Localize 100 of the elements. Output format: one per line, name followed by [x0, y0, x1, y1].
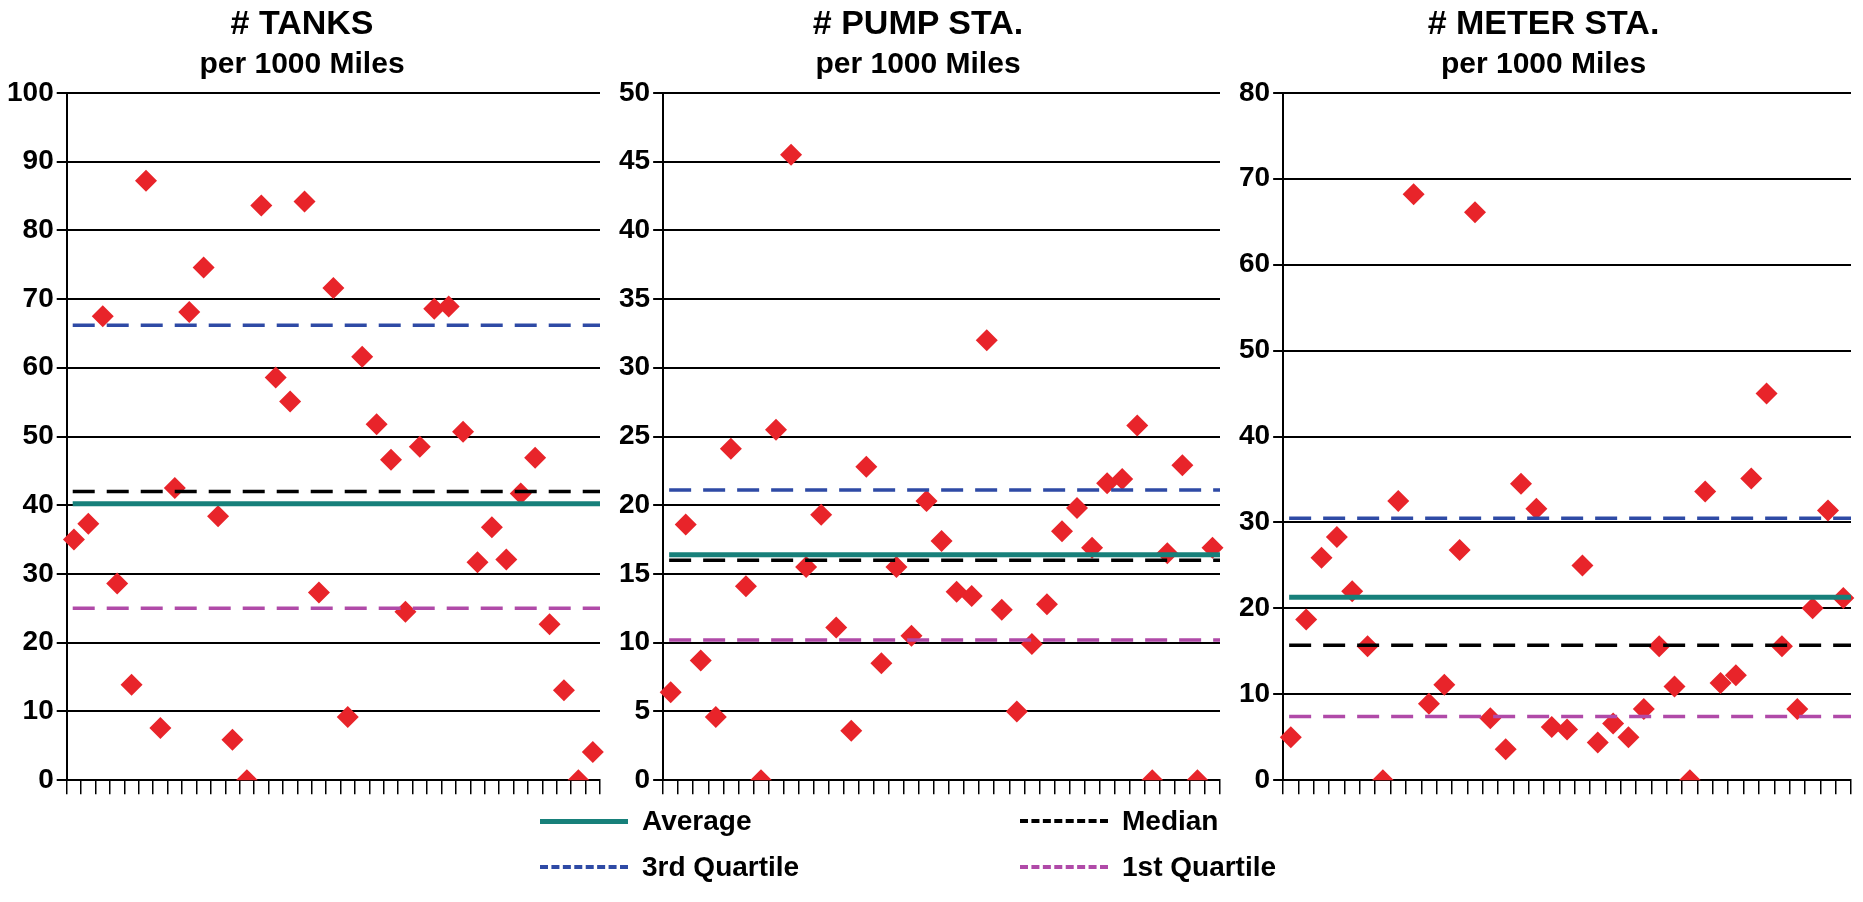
point — [62, 528, 85, 551]
point — [480, 516, 503, 539]
y-tick-label: 45 — [618, 144, 651, 176]
point — [1387, 489, 1410, 512]
y-tick-label: 70 — [22, 281, 54, 313]
point — [552, 679, 575, 702]
point — [1663, 675, 1686, 698]
legend-label: Average — [642, 805, 752, 837]
y-tick-label: 20 — [618, 487, 651, 519]
chart-subtitle: per 1000 Miles — [199, 46, 405, 80]
point — [134, 169, 157, 192]
point — [689, 649, 712, 672]
point — [1448, 538, 1471, 561]
y-tick-label: 30 — [22, 556, 54, 588]
point — [1816, 499, 1839, 522]
y-tick-label: 40 — [1238, 419, 1271, 451]
point — [307, 581, 330, 604]
point — [437, 295, 460, 318]
point — [322, 277, 345, 300]
point — [960, 584, 983, 607]
y-tick-label: 40 — [22, 487, 54, 519]
point — [1463, 201, 1486, 224]
point — [77, 512, 100, 535]
point — [1126, 414, 1149, 437]
point — [163, 477, 186, 500]
legend-label: 1st Quartile — [1122, 851, 1277, 883]
chart-subtitle: per 1000 Miles — [815, 46, 1021, 80]
point — [840, 719, 863, 742]
y-tick-label: 40 — [618, 213, 651, 244]
point — [1433, 673, 1456, 696]
y-tick-label: 100 — [7, 75, 54, 107]
point — [178, 301, 201, 324]
point — [1786, 697, 1809, 720]
point — [495, 548, 518, 571]
y-tick-label: 30 — [618, 350, 651, 382]
chart-title: # TANKS — [230, 2, 374, 41]
y-tick-label: 20 — [1238, 591, 1271, 623]
point — [1617, 726, 1640, 749]
point — [1096, 472, 1119, 495]
chart-subtitle: per 1000 Miles — [1440, 46, 1647, 80]
point — [1571, 554, 1594, 577]
point — [1325, 526, 1348, 549]
point — [581, 741, 604, 764]
point — [1005, 700, 1028, 723]
point — [452, 420, 475, 443]
point — [1035, 593, 1058, 616]
point — [825, 616, 848, 639]
y-tick-label: 60 — [22, 350, 54, 382]
point — [279, 390, 302, 413]
y-tick-label: 10 — [22, 694, 54, 726]
point — [1740, 467, 1763, 490]
point — [930, 529, 953, 552]
point — [149, 716, 172, 739]
point — [870, 652, 893, 675]
point — [1479, 707, 1502, 730]
point — [1755, 382, 1778, 405]
point — [945, 580, 968, 603]
point — [1402, 183, 1425, 206]
legend-label: 3rd Quartile — [642, 851, 800, 883]
point — [365, 413, 388, 436]
point — [1724, 664, 1747, 687]
y-tick-label: 50 — [22, 419, 54, 451]
point — [538, 613, 561, 636]
point — [221, 728, 244, 751]
point — [1556, 718, 1579, 741]
point — [91, 305, 114, 328]
y-tick-label: 0 — [634, 762, 651, 794]
point — [795, 556, 818, 579]
y-tick-label: 15 — [618, 556, 651, 588]
point — [264, 366, 287, 389]
point — [207, 505, 230, 528]
point — [855, 455, 878, 478]
point — [975, 329, 998, 352]
point — [1694, 480, 1717, 503]
point — [915, 490, 938, 513]
point — [765, 418, 788, 441]
point — [885, 556, 908, 579]
point — [1111, 468, 1134, 491]
point — [466, 551, 489, 574]
point — [1050, 520, 1073, 543]
point — [659, 681, 682, 704]
point — [1171, 454, 1194, 477]
point — [1586, 731, 1609, 754]
y-tick-label: 0 — [38, 762, 54, 794]
y-tick-label: 10 — [1238, 676, 1271, 708]
point — [1540, 715, 1563, 738]
y-tick-label: 20 — [22, 625, 54, 657]
point — [351, 345, 374, 368]
point — [408, 435, 431, 458]
point — [734, 575, 757, 598]
point — [106, 572, 129, 595]
point — [1801, 597, 1824, 620]
y-tick-label: 60 — [1238, 247, 1271, 279]
point — [990, 598, 1013, 621]
point — [1310, 546, 1333, 569]
point — [1510, 472, 1533, 495]
point — [120, 673, 143, 696]
point — [719, 437, 742, 460]
point — [1709, 672, 1732, 695]
point — [293, 190, 316, 213]
